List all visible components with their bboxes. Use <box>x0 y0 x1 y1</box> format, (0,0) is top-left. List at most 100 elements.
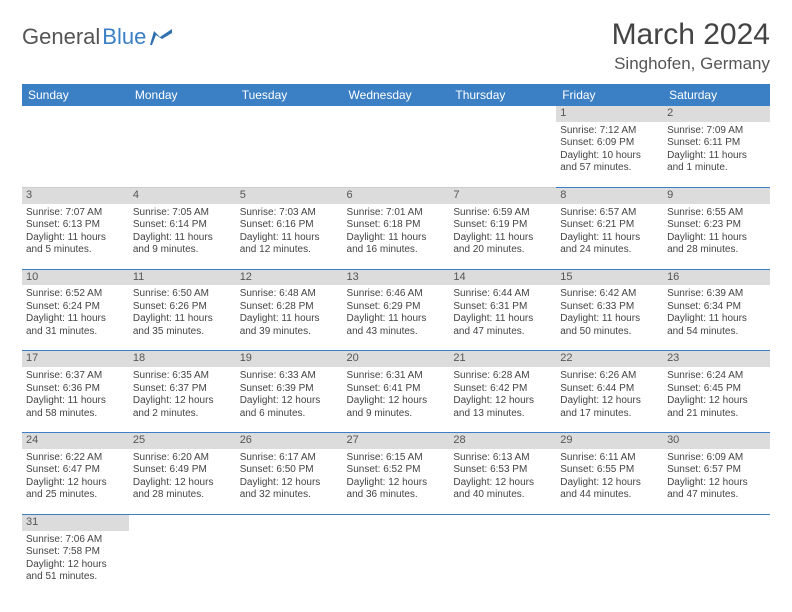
day-number: 25 <box>129 433 236 449</box>
day-number: 9 <box>663 188 770 204</box>
day-number: 17 <box>22 351 129 367</box>
cell-line: and 39 minutes. <box>240 326 339 339</box>
cell-line: Sunrise: 6:22 AM <box>26 452 125 465</box>
cell-line: Sunset: 6:44 PM <box>560 383 659 396</box>
calendar-cell: 22Sunrise: 6:26 AMSunset: 6:44 PMDayligh… <box>556 351 663 433</box>
cell-line: Sunrise: 6:26 AM <box>560 370 659 383</box>
cell-line: and 20 minutes. <box>453 244 552 257</box>
calendar-week-row: 24Sunrise: 6:22 AMSunset: 6:47 PMDayligh… <box>22 433 770 515</box>
cell-line: and 24 minutes. <box>560 244 659 257</box>
cell-line: and 2 minutes. <box>133 408 232 421</box>
cell-line: Sunrise: 7:12 AM <box>560 125 659 138</box>
cell-line: Sunrise: 6:11 AM <box>560 452 659 465</box>
cell-line: Sunrise: 7:09 AM <box>667 125 766 138</box>
cell-line: Sunrise: 6:31 AM <box>347 370 446 383</box>
cell-line: Sunset: 6:19 PM <box>453 219 552 232</box>
calendar-cell: 11Sunrise: 6:50 AMSunset: 6:26 PMDayligh… <box>129 269 236 351</box>
day-number: 10 <box>22 270 129 286</box>
cell-line: Sunset: 6:53 PM <box>453 464 552 477</box>
cell-line: Daylight: 12 hours <box>133 477 232 490</box>
day-number: 28 <box>449 433 556 449</box>
cell-line: and 13 minutes. <box>453 408 552 421</box>
day-number: 27 <box>343 433 450 449</box>
cell-line: Sunset: 6:34 PM <box>667 301 766 314</box>
cell-line: Sunrise: 6:28 AM <box>453 370 552 383</box>
day-number: 20 <box>343 351 450 367</box>
calendar-cell <box>129 106 236 187</box>
cell-line: Daylight: 10 hours <box>560 150 659 163</box>
cell-line: and 17 minutes. <box>560 408 659 421</box>
cell-line: Daylight: 11 hours <box>133 313 232 326</box>
calendar-cell <box>449 106 556 187</box>
calendar-cell <box>343 514 450 595</box>
cell-line: Daylight: 11 hours <box>240 313 339 326</box>
day-number: 23 <box>663 351 770 367</box>
day-header: Monday <box>129 84 236 106</box>
day-number: 5 <box>236 188 343 204</box>
cell-line: Sunrise: 6:37 AM <box>26 370 125 383</box>
day-header: Friday <box>556 84 663 106</box>
calendar-week-row: 1Sunrise: 7:12 AMSunset: 6:09 PMDaylight… <box>22 106 770 187</box>
day-number: 12 <box>236 270 343 286</box>
cell-line: Sunrise: 6:24 AM <box>667 370 766 383</box>
cell-line: Daylight: 12 hours <box>347 395 446 408</box>
cell-line: Daylight: 12 hours <box>26 559 125 572</box>
calendar-cell: 7Sunrise: 6:59 AMSunset: 6:19 PMDaylight… <box>449 187 556 269</box>
calendar-cell: 14Sunrise: 6:44 AMSunset: 6:31 PMDayligh… <box>449 269 556 351</box>
cell-line: Daylight: 12 hours <box>26 477 125 490</box>
day-number: 15 <box>556 270 663 286</box>
calendar-cell: 4Sunrise: 7:05 AMSunset: 6:14 PMDaylight… <box>129 187 236 269</box>
cell-line: Sunset: 6:24 PM <box>26 301 125 314</box>
calendar-cell: 10Sunrise: 6:52 AMSunset: 6:24 PMDayligh… <box>22 269 129 351</box>
cell-line: Sunset: 6:33 PM <box>560 301 659 314</box>
cell-line: Sunrise: 7:03 AM <box>240 207 339 220</box>
cell-line: Sunset: 6:37 PM <box>133 383 232 396</box>
cell-line: Daylight: 12 hours <box>560 395 659 408</box>
cell-line: and 31 minutes. <box>26 326 125 339</box>
calendar-cell: 9Sunrise: 6:55 AMSunset: 6:23 PMDaylight… <box>663 187 770 269</box>
page-title: March 2024 <box>612 18 770 52</box>
day-number: 24 <box>22 433 129 449</box>
cell-line: Sunrise: 7:07 AM <box>26 207 125 220</box>
day-number: 29 <box>556 433 663 449</box>
cell-line: Sunrise: 7:06 AM <box>26 534 125 547</box>
cell-line: Sunset: 6:45 PM <box>667 383 766 396</box>
calendar-cell: 12Sunrise: 6:48 AMSunset: 6:28 PMDayligh… <box>236 269 343 351</box>
cell-line: Sunset: 6:41 PM <box>347 383 446 396</box>
cell-line: Daylight: 11 hours <box>453 232 552 245</box>
calendar-table: Sunday Monday Tuesday Wednesday Thursday… <box>22 84 770 596</box>
cell-line: Sunrise: 6:13 AM <box>453 452 552 465</box>
cell-line: Daylight: 12 hours <box>453 477 552 490</box>
day-header: Tuesday <box>236 84 343 106</box>
cell-line: Daylight: 11 hours <box>667 232 766 245</box>
cell-line: Sunset: 6:49 PM <box>133 464 232 477</box>
calendar-cell: 30Sunrise: 6:09 AMSunset: 6:57 PMDayligh… <box>663 433 770 515</box>
cell-line: and 5 minutes. <box>26 244 125 257</box>
cell-line: and 35 minutes. <box>133 326 232 339</box>
cell-line: Daylight: 12 hours <box>453 395 552 408</box>
day-number: 31 <box>22 515 129 531</box>
cell-line: Sunrise: 6:55 AM <box>667 207 766 220</box>
cell-line: Sunset: 6:13 PM <box>26 219 125 232</box>
day-number: 16 <box>663 270 770 286</box>
cell-line: and 43 minutes. <box>347 326 446 339</box>
cell-line: Daylight: 11 hours <box>560 313 659 326</box>
day-number: 7 <box>449 188 556 204</box>
cell-line: Daylight: 11 hours <box>667 313 766 326</box>
cell-line: Sunset: 6:50 PM <box>240 464 339 477</box>
cell-line: Sunrise: 6:15 AM <box>347 452 446 465</box>
cell-line: Daylight: 11 hours <box>667 150 766 163</box>
cell-line: Daylight: 11 hours <box>240 232 339 245</box>
cell-line: Sunset: 6:36 PM <box>26 383 125 396</box>
cell-line: and 54 minutes. <box>667 326 766 339</box>
cell-line: and 47 minutes. <box>667 489 766 502</box>
cell-line: Daylight: 11 hours <box>26 232 125 245</box>
calendar-cell: 24Sunrise: 6:22 AMSunset: 6:47 PMDayligh… <box>22 433 129 515</box>
cell-line: Sunrise: 6:09 AM <box>667 452 766 465</box>
cell-line: Daylight: 11 hours <box>560 232 659 245</box>
cell-line: Sunrise: 6:57 AM <box>560 207 659 220</box>
calendar-cell <box>343 106 450 187</box>
cell-line: and 1 minute. <box>667 162 766 175</box>
calendar-cell <box>129 514 236 595</box>
calendar-cell <box>556 514 663 595</box>
